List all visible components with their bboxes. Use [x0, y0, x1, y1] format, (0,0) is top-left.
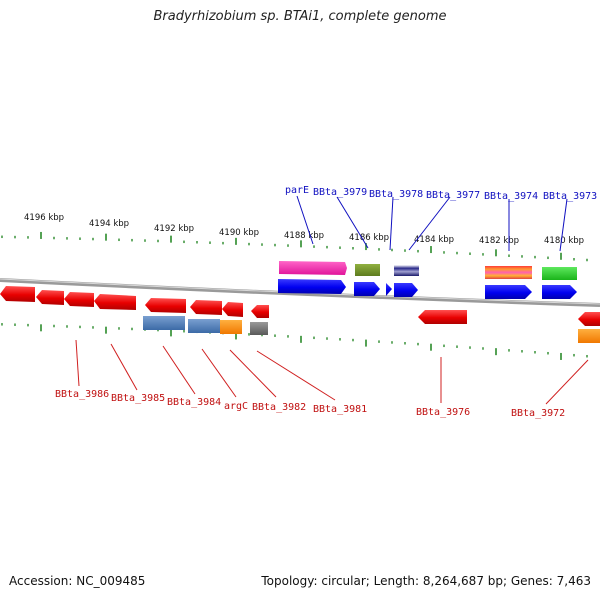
gene-BBta_3979[interactable] — [355, 264, 380, 276]
label-BBta_3973: BBta_3973 — [543, 191, 597, 202]
gene-BBta_3984[interactable] — [94, 294, 136, 310]
gene-BBta_3974[interactable] — [485, 266, 532, 279]
reverse-gene-labels: BBta_3986 BBta_3985 BBta_3984 argC BBta_… — [55, 389, 565, 419]
gene-BBta_3981[interactable] — [251, 305, 269, 318]
gene-BBta_3983[interactable] — [145, 298, 186, 313]
gene-argC[interactable] — [190, 300, 222, 315]
label-BBta_3974: BBta_3974 — [484, 191, 538, 202]
scale-label-4188: 4188 kbp — [284, 231, 324, 241]
label-BBta_3984: BBta_3984 — [167, 397, 221, 408]
gene-BBta_3976[interactable] — [418, 310, 467, 324]
label-BBta_3986: BBta_3986 — [55, 389, 109, 400]
label-BBta_3979: BBta_3979 — [313, 187, 367, 198]
label-BBta_3976: BBta_3976 — [416, 407, 470, 418]
forward-strand-genes — [278, 261, 577, 299]
scale-label-4192: 4192 kbp — [154, 224, 194, 234]
gene-BBta_3972-feature[interactable] — [578, 329, 600, 343]
scale-label-4186: 4186 kbp — [349, 233, 389, 243]
accession-label: Accession: NC_009485 — [9, 574, 146, 588]
gene-BBta_3977[interactable] — [394, 265, 419, 276]
gene-argC-feature[interactable] — [188, 319, 220, 333]
topology-label: Topology: circular; Length: 8,264,687 bp… — [261, 574, 591, 588]
gene-parE[interactable] — [279, 261, 347, 275]
scale-label-4194: 4194 kbp — [89, 219, 129, 229]
gene-BBta_3977-cds[interactable] — [394, 283, 418, 297]
label-BBta_3982: BBta_3982 — [252, 402, 306, 413]
scale-label-4196: 4196 kbp — [24, 213, 64, 223]
gene-BBta_3982-feature[interactable] — [220, 320, 242, 334]
gene-BBta_3978-cds[interactable] — [386, 283, 392, 296]
label-BBta_3977: BBta_3977 — [426, 190, 480, 201]
gene-BBta_3981-feature[interactable] — [250, 322, 268, 335]
reverse-strand-genes — [0, 286, 600, 343]
label-BBta_3978: BBta_3978 — [369, 189, 423, 200]
forward-gene-labels: parE BBta_3979 BBta_3978 BBta_3977 BBta_… — [285, 185, 597, 202]
genome-backbone — [0, 278, 600, 307]
gene-BBta_3986[interactable] — [0, 286, 35, 302]
gene-BBta_3985[interactable] — [36, 290, 64, 305]
gene-BBta_3985b[interactable] — [64, 292, 94, 307]
gene-BBta_3972[interactable] — [578, 312, 600, 326]
scale-ticks-top — [1, 231, 588, 262]
forward-callouts — [296, 195, 568, 252]
label-BBta_3985: BBta_3985 — [111, 393, 165, 404]
gene-BBta_3982[interactable] — [222, 302, 243, 317]
scale-label-4182: 4182 kbp — [479, 236, 519, 246]
label-BBta_3972: BBta_3972 — [511, 408, 565, 419]
gene-BBta_3974-cds[interactable] — [485, 285, 532, 299]
label-BBta_3981: BBta_3981 — [313, 404, 367, 415]
label-parE: parE — [285, 185, 309, 196]
gene-BBta_3979-cds[interactable] — [354, 282, 380, 296]
genome-title: Bradyrhizobium sp. BTAi1, complete genom… — [153, 9, 447, 24]
scale-ticks-bottom — [1, 323, 588, 360]
scale-label-4190: 4190 kbp — [219, 228, 259, 238]
scale-labels: 4196 kbp 4194 kbp 4192 kbp 4190 kbp 4188… — [24, 213, 584, 246]
scale-label-4180: 4180 kbp — [544, 236, 584, 246]
reverse-callouts — [75, 339, 589, 405]
gene-parE-cds[interactable] — [278, 279, 346, 294]
label-argC: argC — [224, 401, 248, 412]
gene-BBta_3973-cds[interactable] — [542, 285, 577, 299]
gene-BBta_3973[interactable] — [542, 267, 577, 280]
scale-label-4184: 4184 kbp — [414, 235, 454, 245]
gene-BBta_3984-feature[interactable] — [143, 316, 185, 330]
